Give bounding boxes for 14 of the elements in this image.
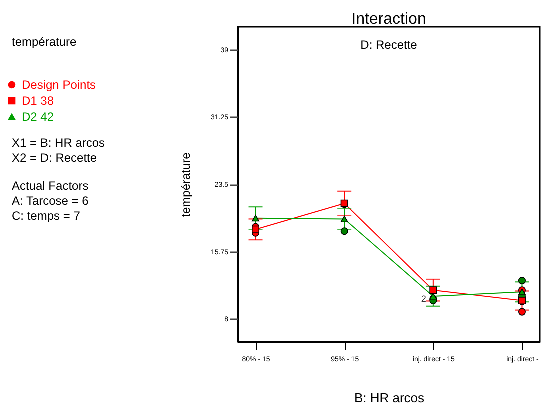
text: A: Tarcose = 6 <box>12 194 89 208</box>
text: X1 = B: HR arcos <box>12 136 106 150</box>
legend-label: D1 38 <box>22 94 54 108</box>
chart-title: Interaction <box>352 11 426 28</box>
text: X2 = D: Recette <box>12 151 98 165</box>
text: température <box>12 35 77 49</box>
text: D: Recette <box>360 38 418 52</box>
text: Actual Factors <box>12 179 89 193</box>
legend-label: Design Points <box>22 78 96 92</box>
text: C: temps = 7 <box>12 209 80 223</box>
annotation: 2 <box>421 294 426 304</box>
legend-label: D2 42 <box>22 110 54 124</box>
y-axis-title: température <box>178 152 193 218</box>
x-axis-title: B: HR arcos <box>354 390 426 406</box>
